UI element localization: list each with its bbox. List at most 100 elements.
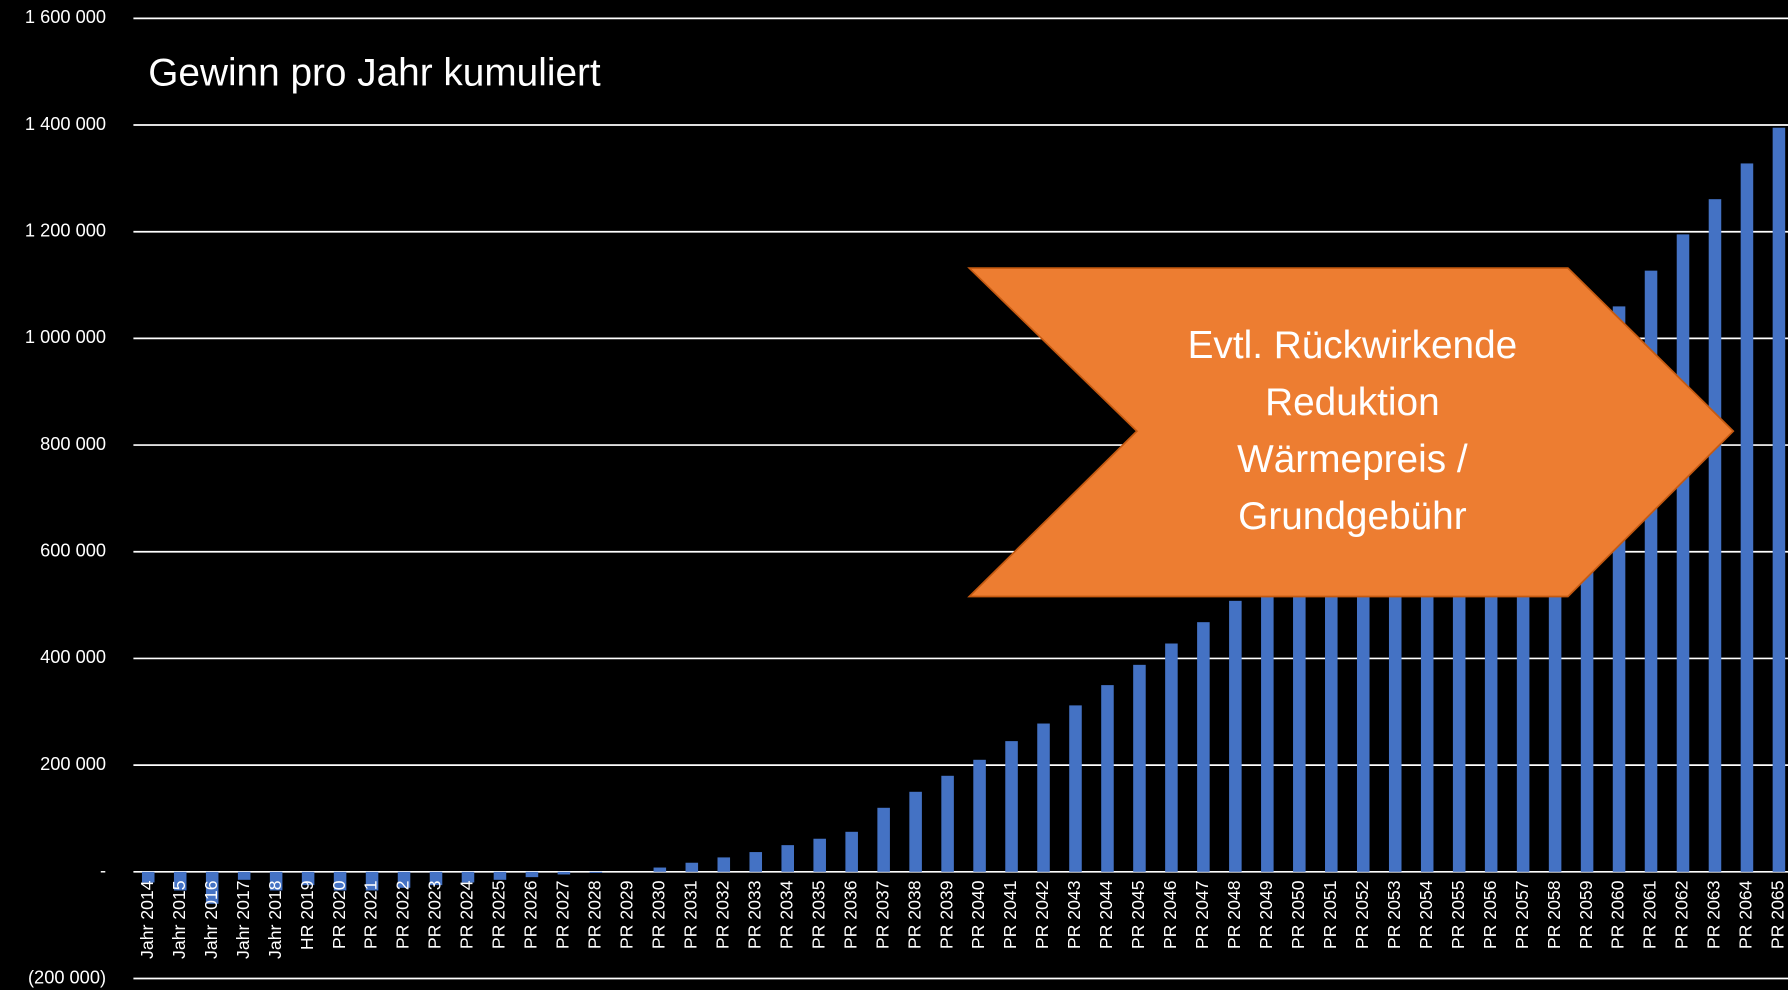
bar (717, 857, 731, 872)
bar (909, 791, 922, 872)
bar (461, 871, 475, 883)
bar (1740, 163, 1754, 872)
y-tick-label: 200 000 (40, 753, 106, 774)
x-tick-label: PR 2051 (1320, 880, 1340, 949)
bar (1037, 723, 1050, 872)
x-tick-label: Jahr 2016 (201, 880, 221, 959)
annotation: Evtl. Rückwirkende Reduktion Wärmepreis / G… (967, 267, 1735, 598)
x-tick-label: PR 2024 (457, 880, 477, 949)
y-tick-label: 800 000 (40, 433, 106, 454)
x-tick-label: Jahr 2014 (137, 880, 157, 959)
bar (141, 871, 155, 883)
x-tick-label: PR 2020 (329, 880, 349, 949)
bar (301, 871, 315, 886)
x-tick-label: PR 2040 (968, 880, 988, 949)
x-tick-label: Jahr 2018 (265, 880, 285, 959)
bar (1005, 741, 1018, 872)
x-tick-label: PR 2038 (904, 880, 924, 949)
bar (429, 871, 443, 886)
x-tick-label: PR 2035 (808, 880, 828, 949)
x-tick-label: PR 2025 (489, 880, 509, 949)
x-tick-label: PR 2028 (585, 880, 605, 949)
x-tick-label: PR 2033 (744, 880, 764, 949)
x-tick-label: PR 2058 (1544, 880, 1564, 949)
y-tick-label: - (100, 860, 106, 881)
x-tick-label: PR 2030 (648, 880, 668, 949)
x-tick-label: PR 2027 (553, 880, 573, 949)
bar (525, 871, 539, 878)
bar (173, 871, 187, 891)
x-tick-label: PR 2061 (1640, 880, 1660, 949)
annotation-text: Wärmepreis / (1237, 438, 1468, 481)
x-tick-label: PR 2039 (936, 880, 956, 949)
bar (845, 831, 858, 872)
bar (1676, 234, 1690, 872)
x-tick-label: PR 2065 (1768, 880, 1788, 949)
bar (1325, 534, 1338, 872)
bar (877, 807, 890, 872)
bar (1772, 127, 1786, 872)
x-tick-label: PR 2036 (840, 880, 860, 949)
annotation-text: Grundgebühr (1238, 495, 1467, 538)
bar (1708, 199, 1722, 872)
x-tick-label: PR 2048 (1224, 880, 1244, 949)
y-tick-label: (200 000) (28, 966, 106, 987)
bar (589, 871, 603, 873)
x-tick-label: PR 2057 (1512, 880, 1532, 949)
x-tick-label: PR 2049 (1256, 880, 1276, 949)
bar (1197, 622, 1210, 872)
bar (397, 871, 411, 888)
bar (1133, 664, 1146, 872)
y-tick-label: 1 600 000 (25, 6, 106, 27)
bar (1229, 600, 1242, 872)
bar (813, 838, 826, 872)
x-tick-label: PR 2021 (361, 880, 381, 949)
x-tick-label: PR 2026 (521, 880, 541, 949)
x-tick-label: PR 2037 (872, 880, 892, 949)
chart-title: Gewinn pro Jahr kumuliert (148, 52, 601, 95)
x-tick-label: PR 2032 (712, 880, 732, 949)
y-tick-label: 600 000 (40, 540, 106, 561)
x-tick-label: PR 2022 (393, 880, 413, 949)
x-tick-label: PR 2031 (680, 880, 700, 949)
x-tick-label: PR 2045 (1128, 880, 1148, 949)
annotation-text: Evtl. Rückwirkende (1188, 324, 1518, 367)
x-tick-label: PR 2034 (776, 880, 796, 949)
x-tick-label: PR 2042 (1032, 880, 1052, 949)
bar (1101, 685, 1114, 872)
bar (269, 871, 283, 891)
bar (973, 759, 986, 872)
x-tick-label: Jahr 2015 (169, 880, 189, 959)
x-tick-label: PR 2052 (1352, 880, 1372, 949)
y-tick-label: 1 000 000 (25, 326, 106, 347)
bar (493, 871, 507, 880)
x-tick-label: HR 2019 (297, 880, 317, 950)
y-tick-label: 1 200 000 (25, 220, 106, 241)
bar (557, 871, 571, 875)
bar (1165, 643, 1178, 872)
bar (653, 867, 667, 872)
x-tick-label: PR 2041 (1000, 880, 1020, 949)
x-tick-label: PR 2059 (1576, 880, 1596, 949)
bar (333, 871, 347, 891)
x-tick-label: PR 2063 (1704, 880, 1724, 949)
x-tick-label: PR 2043 (1064, 880, 1084, 949)
x-tick-label: PR 2047 (1192, 880, 1212, 949)
bar (1293, 557, 1306, 872)
x-tick-label: PR 2055 (1448, 880, 1468, 949)
bar (781, 845, 794, 872)
x-tick-label: PR 2054 (1416, 880, 1436, 949)
annotation-arrow (967, 267, 1735, 598)
bar (1261, 579, 1274, 872)
x-tick-label: PR 2050 (1288, 880, 1308, 949)
x-tick-label: PR 2029 (617, 880, 637, 949)
bar (1356, 510, 1370, 872)
x-tick-label: Jahr 2017 (233, 880, 253, 959)
x-tick-label: PR 2064 (1736, 880, 1756, 949)
bar (365, 871, 379, 891)
x-tick-label: PR 2023 (425, 880, 445, 949)
x-tick-label: PR 2056 (1480, 880, 1500, 949)
y-tick-label: 400 000 (40, 646, 106, 667)
annotation-text: Reduktion (1265, 381, 1440, 424)
